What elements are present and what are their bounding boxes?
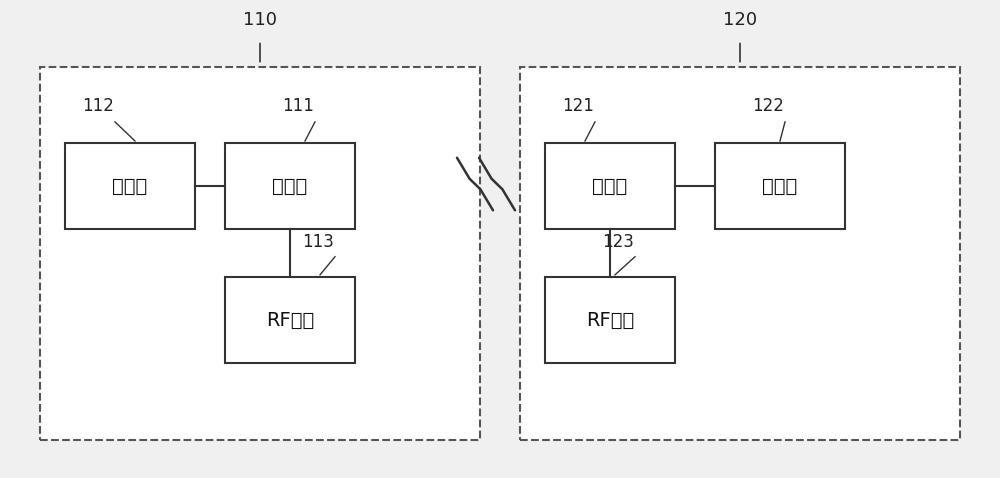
FancyBboxPatch shape <box>65 143 195 229</box>
Text: 120: 120 <box>723 11 757 29</box>
Text: 111: 111 <box>282 97 314 115</box>
FancyBboxPatch shape <box>545 277 675 363</box>
Text: 存储器: 存储器 <box>112 177 148 196</box>
FancyBboxPatch shape <box>545 143 675 229</box>
FancyBboxPatch shape <box>225 277 355 363</box>
Text: 112: 112 <box>82 97 114 115</box>
FancyBboxPatch shape <box>520 67 960 440</box>
Text: 113: 113 <box>302 233 334 251</box>
Text: 122: 122 <box>752 97 784 115</box>
Text: 控制器: 控制器 <box>272 177 308 196</box>
Text: RF单元: RF单元 <box>266 311 314 330</box>
Text: 110: 110 <box>243 11 277 29</box>
Text: 存储器: 存储器 <box>762 177 798 196</box>
Text: RF单元: RF单元 <box>586 311 634 330</box>
FancyBboxPatch shape <box>715 143 845 229</box>
FancyBboxPatch shape <box>225 143 355 229</box>
FancyBboxPatch shape <box>40 67 480 440</box>
Text: 控制器: 控制器 <box>592 177 628 196</box>
Text: 123: 123 <box>602 233 634 251</box>
Text: 121: 121 <box>562 97 594 115</box>
